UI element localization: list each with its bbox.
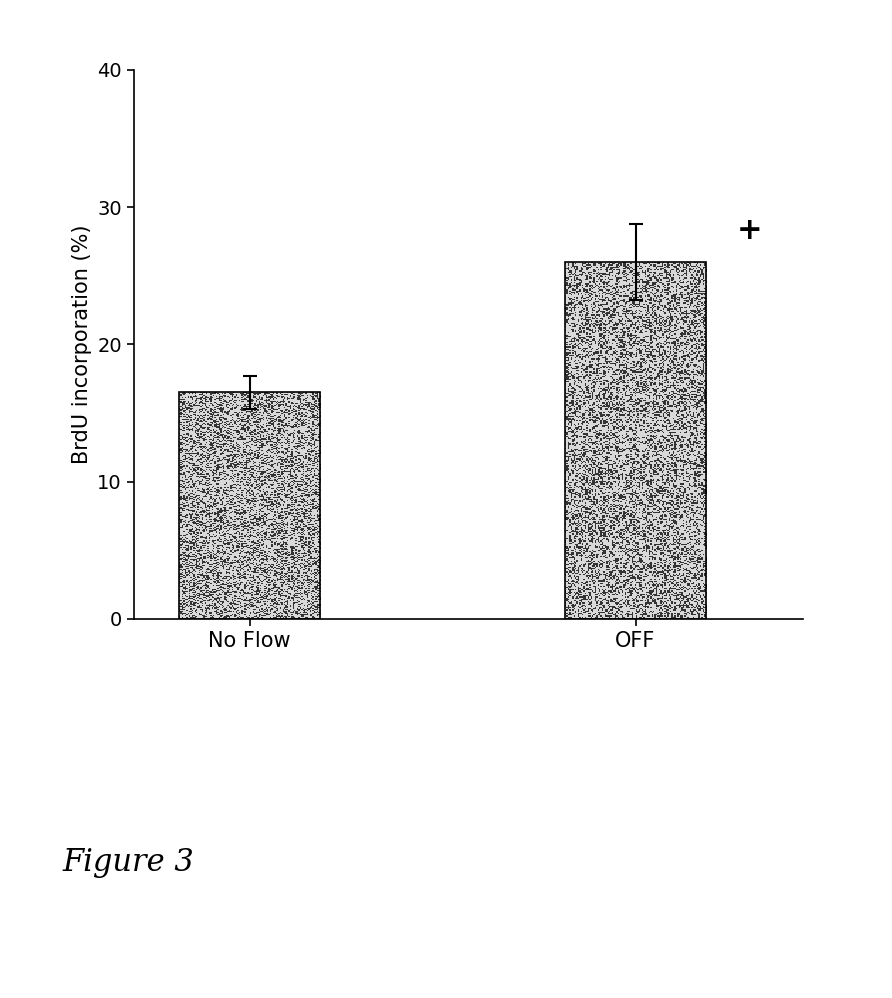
Y-axis label: BrdU incorporation (%): BrdU incorporation (%) <box>72 225 92 464</box>
Bar <box>178 392 320 619</box>
Text: +: + <box>737 216 763 245</box>
Bar <box>565 261 706 619</box>
Text: Figure 3: Figure 3 <box>62 847 194 878</box>
